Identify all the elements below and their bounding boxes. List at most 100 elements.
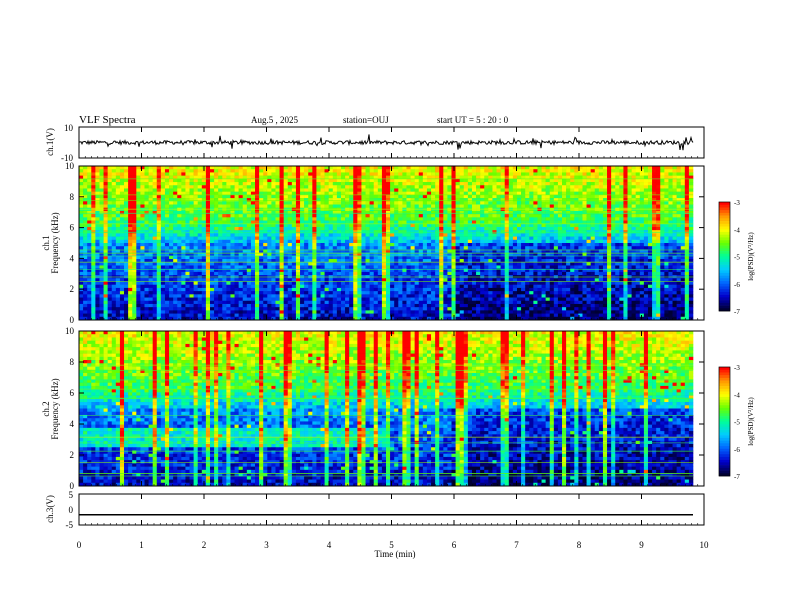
spectrogram-cell	[602, 265, 608, 269]
spectrogram-cell	[357, 210, 362, 215]
spectrogram-cell	[463, 268, 469, 273]
spectrogram-cell	[377, 246, 383, 250]
spectrogram-cell	[275, 201, 280, 205]
spectrogram-cell	[582, 182, 587, 186]
spectrogram-cell	[471, 201, 477, 205]
spectrogram-cell	[197, 262, 203, 266]
spectrogram-cell	[95, 204, 100, 209]
spectrogram-cell	[205, 262, 211, 266]
spectrogram-cell	[406, 233, 411, 237]
spectrogram-cell	[324, 198, 329, 202]
spectrogram-cell	[410, 198, 415, 202]
spectrogram-cell	[234, 201, 239, 205]
spectrogram-cell	[287, 172, 293, 176]
spectrogram-cell	[447, 255, 452, 260]
spectrogram-cell	[218, 198, 223, 202]
spectrogram-cell	[357, 194, 362, 199]
spectrogram-cell	[394, 194, 399, 199]
spectrogram-cell	[476, 233, 481, 237]
spectrogram-cell	[627, 178, 632, 183]
spectrogram-cell	[688, 259, 694, 263]
spectrogram-cell	[222, 236, 227, 241]
spectrogram-cell	[619, 182, 624, 186]
spectrogram-cell	[340, 265, 346, 269]
spectrogram-cell	[91, 271, 96, 276]
spectrogram-cell	[611, 246, 616, 250]
spectrogram-cell	[218, 166, 223, 170]
spectrogram-cell	[451, 226, 456, 231]
spectrogram-cell	[267, 185, 272, 189]
spectrogram-cell	[357, 236, 362, 241]
spectrogram-cell	[218, 217, 223, 221]
spectrogram-cell	[521, 226, 526, 231]
spectrogram-cell	[152, 214, 158, 218]
spectrogram-cell	[635, 249, 641, 253]
spectrogram-cell	[545, 249, 551, 253]
spectrogram-cell	[369, 249, 375, 253]
spectrogram-cell	[324, 172, 329, 176]
spectrogram-cell	[422, 233, 428, 237]
spectrogram-cell	[414, 255, 420, 260]
spectrogram-cell	[152, 210, 158, 215]
spectrogram-cell	[553, 223, 559, 228]
spectrogram-cell	[242, 172, 248, 176]
spectrogram-cell	[525, 265, 530, 269]
spectrogram-cell	[193, 220, 198, 225]
spectrogram-cell	[631, 191, 636, 196]
spectrogram-cell	[214, 178, 219, 183]
spectrogram-cell	[287, 185, 293, 189]
spectrogram-cell	[234, 214, 239, 218]
spectrogram-cell	[197, 236, 203, 241]
spectrogram-cell	[410, 259, 415, 263]
spectrogram-cell	[455, 220, 460, 225]
spectrogram-cell	[545, 265, 551, 269]
spectrogram-cell	[656, 259, 661, 263]
spectrogram-cell	[615, 175, 620, 180]
spectrogram-cell	[169, 236, 174, 241]
spectrogram-cell	[111, 223, 117, 228]
spectrogram-cell	[525, 210, 530, 215]
spectrogram-cell	[373, 198, 379, 202]
spectrogram-cell	[390, 175, 395, 180]
spectrogram-cell	[124, 166, 129, 170]
spectrogram-cell	[144, 246, 149, 250]
spectrogram-cell	[566, 252, 571, 257]
spectrogram-cell	[308, 236, 313, 241]
spectrogram-cell	[234, 239, 239, 244]
spectrogram-cell	[107, 217, 113, 221]
spectrogram-cell	[570, 252, 575, 257]
spectrogram-cell	[140, 220, 145, 225]
spectrogram-cell	[214, 210, 219, 215]
spectrogram-cell	[643, 265, 649, 269]
spectrogram-cell	[656, 210, 661, 215]
spectrogram-cell	[639, 265, 645, 269]
spectrogram-cell	[152, 178, 158, 183]
spectrogram-cell	[611, 226, 616, 231]
spectrogram-cell	[598, 194, 604, 199]
spectrogram-cell	[631, 252, 636, 257]
spectrogram-cell	[406, 210, 411, 215]
spectrogram-cell	[435, 220, 440, 225]
spectrogram-cell	[124, 233, 129, 237]
spectrogram-cell	[521, 191, 526, 196]
spectrogram-cell	[332, 185, 338, 189]
spectrogram-cell	[246, 172, 252, 176]
spectrogram-cell	[205, 178, 211, 183]
spectrogram-cell	[287, 236, 293, 241]
spectrogram-cell	[643, 236, 649, 241]
spectrogram-cell	[361, 252, 366, 257]
spectrogram-cell	[635, 185, 641, 189]
spectrogram-cell	[672, 249, 677, 253]
spectrogram-cell	[136, 262, 141, 266]
spectrogram-cell	[197, 268, 203, 273]
spectrogram-cell	[570, 166, 575, 170]
spectrogram-cell	[615, 210, 620, 215]
spectrogram-cell	[582, 191, 587, 196]
spectrogram-cell	[467, 233, 473, 237]
spectrogram-cell	[463, 194, 469, 199]
spectrogram-cell	[635, 233, 641, 237]
spectrogram-cell	[369, 172, 375, 176]
spectrogram-cell	[205, 252, 211, 257]
spectrogram-cell	[209, 217, 215, 221]
spectrogram-cell	[164, 182, 170, 186]
